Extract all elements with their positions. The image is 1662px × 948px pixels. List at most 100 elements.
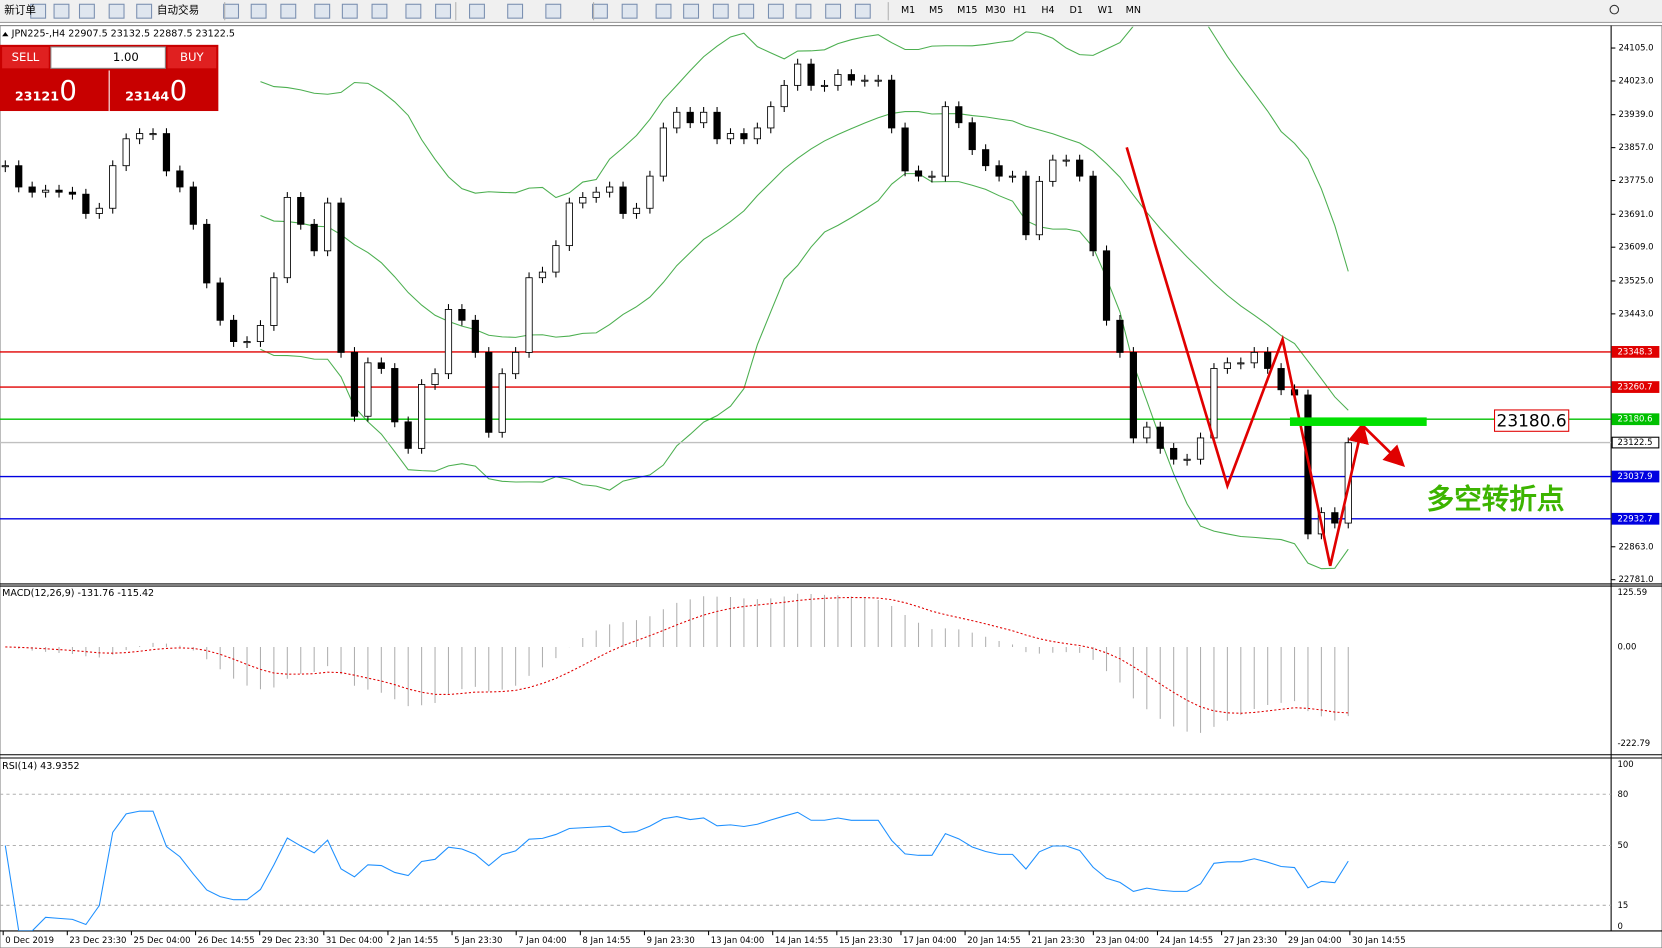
toolbar-icon[interactable] bbox=[655, 3, 672, 19]
candle bbox=[914, 170, 923, 177]
macd-axis-label: 0.00 bbox=[1617, 642, 1636, 652]
sell-button[interactable] bbox=[2, 46, 49, 69]
timeframe-button[interactable]: MN bbox=[1126, 5, 1141, 16]
toolbar-icon[interactable] bbox=[767, 3, 784, 19]
candle bbox=[807, 63, 815, 86]
toolbar-icon[interactable] bbox=[591, 3, 608, 19]
toolbar-icon[interactable] bbox=[341, 3, 358, 19]
candle bbox=[888, 79, 896, 129]
toolbar-icon[interactable] bbox=[469, 3, 485, 19]
toolbar-icon[interactable] bbox=[78, 3, 95, 19]
candle bbox=[310, 223, 318, 252]
price-axis-label: 22863.0 bbox=[1619, 542, 1654, 552]
toolbar-icons: M1 M5 M15 M30 H1 H4 D1 W1 MN bbox=[30, 2, 1620, 21]
candle bbox=[55, 189, 63, 193]
sell-label[interactable]: SELL bbox=[12, 50, 40, 64]
toolbar-icon[interactable] bbox=[30, 3, 47, 19]
lots-input[interactable] bbox=[50, 46, 166, 69]
toolbar-icon[interactable] bbox=[621, 3, 638, 19]
time-label: 29 Jan 04:00 bbox=[1288, 936, 1342, 946]
candle bbox=[203, 223, 211, 284]
time-label: 2 Jan 14:55 bbox=[390, 936, 438, 946]
candle bbox=[1210, 368, 1218, 439]
candle bbox=[646, 175, 654, 209]
buy-button[interactable] bbox=[167, 46, 217, 69]
toolbar-icon[interactable] bbox=[545, 3, 562, 19]
bid-pips[interactable]: 0 bbox=[59, 74, 77, 107]
toolbar-icon[interactable] bbox=[435, 3, 452, 19]
toolbar-icon[interactable] bbox=[280, 3, 297, 19]
timeframe-button[interactable]: M15 bbox=[957, 5, 977, 16]
candle bbox=[968, 122, 976, 151]
auto-trading-button[interactable]: 自动交易 bbox=[157, 4, 199, 17]
timeframe-button[interactable]: D1 bbox=[1069, 5, 1082, 16]
candle bbox=[525, 277, 533, 353]
bollinger-band bbox=[260, 26, 1349, 272]
price-line-label-box bbox=[1611, 413, 1660, 426]
time-label: 17 Jan 04:00 bbox=[903, 936, 957, 946]
price-axis-label: 23609.0 bbox=[1619, 243, 1654, 253]
price-axis: 23348.3 23260.7 23180.6 23122.5 23037.9 22932… bbox=[1611, 44, 1660, 585]
toolbar-icon[interactable] bbox=[250, 3, 267, 19]
ask-pips[interactable]: 0 bbox=[170, 74, 188, 107]
toolbar-icon[interactable] bbox=[683, 3, 700, 19]
candle bbox=[579, 196, 587, 204]
candle bbox=[619, 186, 627, 214]
candle bbox=[28, 186, 36, 193]
rsi-panel bbox=[0, 793, 1612, 931]
rsi-title: RSI(14) 43.9352 bbox=[2, 761, 79, 772]
toolbar-icon[interactable] bbox=[507, 3, 524, 19]
candle bbox=[364, 362, 372, 417]
toolbar-icon[interactable] bbox=[108, 3, 125, 19]
timeframe-button[interactable]: M1 bbox=[901, 5, 915, 16]
toolbar-icon[interactable] bbox=[712, 3, 729, 19]
candle bbox=[256, 325, 265, 342]
trend-arrow bbox=[1361, 423, 1406, 468]
toolbar-icon[interactable] bbox=[854, 3, 871, 19]
candle bbox=[1129, 351, 1137, 439]
trend-drawing bbox=[1125, 146, 1369, 567]
toolbar-icon[interactable] bbox=[314, 3, 331, 19]
price-line-label-box bbox=[1611, 470, 1660, 483]
candle bbox=[1170, 447, 1178, 460]
bid-price[interactable]: 23121 bbox=[15, 90, 59, 105]
toolbar-icon[interactable] bbox=[825, 3, 842, 19]
ask-price[interactable]: 23144 bbox=[125, 90, 169, 105]
time-label: 0 Dec 2019 bbox=[5, 936, 54, 946]
candle bbox=[1196, 437, 1205, 460]
price-axis-label: 23691.0 bbox=[1619, 210, 1654, 220]
rsi-axis-label: 80 bbox=[1617, 790, 1628, 800]
price-line-label: 23260.7 bbox=[1617, 383, 1652, 393]
candle bbox=[659, 127, 667, 177]
toolbar-icon[interactable] bbox=[738, 3, 755, 19]
timeframe-button[interactable]: M5 bbox=[929, 5, 943, 16]
timeframe-button[interactable]: M30 bbox=[985, 5, 1005, 16]
candle bbox=[229, 319, 238, 342]
overlays: 125.59 0.00 -222.79 100 80 50 15 0 0 Dec 2019 23 … bbox=[2, 588, 1650, 946]
price-line-label-box bbox=[1611, 381, 1660, 393]
time-label: 13 Jan 04:00 bbox=[711, 936, 765, 946]
timeframe-button[interactable]: H4 bbox=[1041, 5, 1054, 16]
toolbar-icon[interactable] bbox=[136, 3, 153, 19]
time-label: 24 Jan 14:55 bbox=[1160, 936, 1214, 946]
search-icon[interactable] bbox=[1609, 4, 1620, 15]
candle bbox=[270, 277, 278, 326]
timeframe-button[interactable]: H1 bbox=[1013, 5, 1026, 16]
lots-value[interactable]: 1.00 bbox=[113, 50, 139, 64]
buy-label[interactable]: BUY bbox=[180, 50, 204, 64]
new-order-button[interactable]: 新订单 bbox=[4, 4, 36, 17]
candle bbox=[955, 106, 963, 124]
toolbar-icon[interactable] bbox=[223, 3, 240, 19]
candle bbox=[431, 373, 439, 385]
toolbar-icon[interactable] bbox=[405, 3, 422, 19]
time-label: 29 Dec 23:30 bbox=[262, 936, 319, 946]
toolbar-icon[interactable] bbox=[795, 3, 812, 19]
price-axis-label: 23443.0 bbox=[1619, 309, 1654, 319]
toolbar-icon[interactable] bbox=[371, 3, 388, 19]
toolbar-icon[interactable] bbox=[53, 3, 70, 19]
time-label: 20 Jan 14:55 bbox=[967, 936, 1021, 946]
candle bbox=[350, 351, 359, 417]
candle bbox=[1264, 351, 1272, 369]
rsi-axis-label: 50 bbox=[1617, 841, 1628, 851]
timeframe-button[interactable]: W1 bbox=[1098, 5, 1113, 16]
